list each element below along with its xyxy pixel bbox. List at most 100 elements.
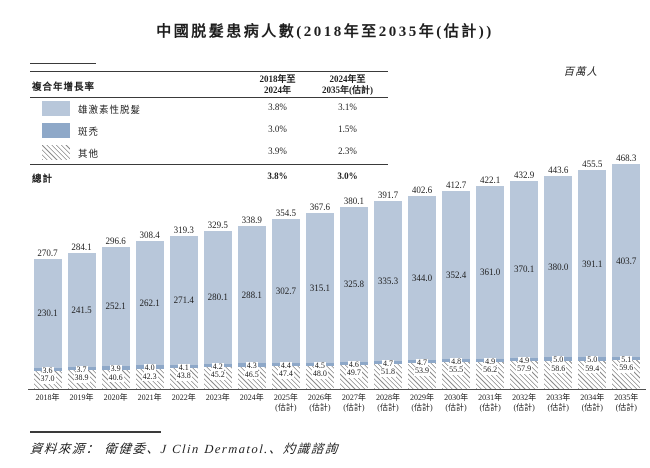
alopecia-value-label: 5.0: [552, 355, 565, 365]
bar-column-2020年: 296.6 252.1 40.6 3.9 2020年: [99, 235, 132, 402]
androgenetic-value-label: 262.1: [139, 298, 160, 309]
segment-androgenetic: 315.1: [305, 212, 334, 363]
legend-label: 雄激素性脱髮: [78, 106, 142, 116]
legend-row-androgenetic: 雄激素性脱髮 3.8% 3.1%: [30, 98, 388, 120]
x-axis-label: 2035年 (估計): [614, 393, 639, 412]
x-axis-label: 2026年 (估計): [307, 393, 332, 412]
bar-column-2027年(估計): 380.1 325.8 49.7 4.6 2027年 (估計): [337, 195, 370, 412]
other-value-label: 53.9: [414, 366, 431, 376]
segment-other: 42.3: [135, 368, 164, 389]
total-value-label: 270.7: [37, 248, 58, 259]
table-rule-total: [30, 164, 388, 165]
other-value-label: 51.8: [379, 367, 396, 377]
segment-other: 43.8: [169, 368, 198, 389]
other-value-label: 56.2: [482, 365, 499, 375]
total-value-label: 455.5: [582, 159, 603, 170]
segment-androgenetic: 288.1: [237, 226, 266, 364]
x-axis-label: 2020年: [103, 393, 128, 402]
cagr-value: 3.8%: [268, 102, 287, 112]
segment-other: 37.0: [33, 371, 62, 389]
stacked-bar: 352.4 55.5 4.8: [442, 190, 471, 389]
segment-other: 38.9: [67, 370, 96, 389]
segment-androgenetic: 241.5: [67, 252, 96, 367]
androgenetic-value-label: 370.1: [514, 264, 535, 275]
androgenetic-value-label: 241.5: [71, 304, 92, 315]
segment-other: 51.8: [373, 364, 402, 389]
androgenetic-value-label: 403.7: [616, 255, 637, 266]
alopecia-value-label: 4.0: [143, 363, 156, 373]
segment-androgenetic: 380.0: [544, 176, 573, 358]
unit-label: 百萬人: [563, 67, 598, 78]
androgenetic-value-label: 335.3: [377, 275, 399, 286]
alopecia-value-label: 4.9: [518, 355, 531, 366]
other-value-label: 59.6: [618, 363, 635, 373]
cagr-value: 2.3%: [338, 146, 357, 156]
segment-other: 57.9: [510, 361, 539, 389]
x-axis-label: 2023年: [205, 393, 230, 402]
androgenetic-value-label: 302.7: [275, 285, 296, 296]
alopecia-value-label: 5.1: [620, 354, 633, 365]
androgenetic-value-label: 230.1: [37, 308, 58, 319]
total-value-label: 380.1: [343, 195, 365, 206]
total-value-label: 308.4: [139, 230, 160, 241]
bar-column-2022年: 319.3 271.4 43.8 4.1 2022年: [167, 224, 200, 402]
segment-other: 55.5: [442, 362, 471, 389]
androgenetic-value-label: 352.4: [445, 269, 467, 280]
stacked-bar: 391.1 59.4 5.0: [578, 170, 607, 389]
legend-label: 斑禿: [78, 128, 100, 138]
segment-other: 58.6: [544, 360, 573, 389]
segment-other: 40.6: [101, 369, 130, 389]
total-cagr-value: 3.0%: [337, 171, 358, 181]
segment-other: 49.7: [339, 365, 368, 389]
androgenetic-value-label: 252.1: [105, 301, 126, 312]
alopecia-value-label: 4.2: [211, 361, 224, 372]
bar-column-2033年(估計): 443.6 380.0 58.6 5.0 2033年 (估計): [542, 165, 575, 412]
total-value-label: 468.3: [616, 153, 637, 164]
legend-row-other: 其他 3.9% 2.3%: [30, 142, 388, 164]
total-value-label: 391.7: [377, 189, 399, 200]
stacked-bar: 271.4 43.8 4.1: [169, 235, 198, 389]
segment-androgenetic: 370.1: [510, 181, 539, 358]
bar-column-2021年: 308.4 262.1 42.3 4.0 2021年: [133, 230, 166, 402]
cagr-header-label: 複合年增長率: [32, 83, 96, 93]
androgenetic-value-label: 288.1: [241, 289, 262, 300]
total-value-label: 319.3: [173, 224, 194, 235]
x-axis-label: 2032年 (估計): [512, 393, 537, 412]
segment-other: 53.9: [408, 363, 437, 389]
bar-column-2018年: 270.7 230.1 37.0 3.6 2018年: [31, 248, 64, 402]
other-value-label: 45.2: [209, 370, 226, 380]
alopecia-value-label: 4.3: [245, 361, 258, 371]
segment-androgenetic: 361.0: [476, 186, 505, 359]
segment-other: 47.4: [271, 366, 300, 389]
other-value-label: 43.8: [175, 371, 192, 381]
segment-androgenetic: 230.1: [33, 259, 62, 368]
other-value-label: 38.9: [73, 373, 90, 383]
stacked-bar: 344.0 53.9 4.7: [408, 195, 437, 389]
stacked-bar: 361.0 56.2 4.9: [476, 186, 505, 389]
bar-column-2026年(估計): 367.6 315.1 48.0 4.5 2026年 (估計): [303, 202, 336, 412]
x-axis-label: 2022年: [171, 393, 196, 402]
bar-column-2032年(估計): 432.9 370.1 57.9 4.9 2032年 (估計): [508, 170, 541, 412]
x-axis-label: 2027年 (估計): [341, 393, 366, 412]
top-left-rule: [30, 63, 96, 64]
x-axis-label: 2031年 (估計): [478, 393, 503, 412]
segment-androgenetic: 352.4: [442, 190, 471, 359]
alopecia-value-label: 4.1: [177, 362, 190, 372]
x-axis-label: 2034年 (估計): [580, 393, 605, 412]
segment-androgenetic: 325.8: [339, 206, 368, 362]
other-value-label: 49.7: [345, 368, 362, 378]
legend-swatch-alopecia-areata: [42, 123, 70, 138]
total-value-label: 296.6: [105, 235, 126, 246]
bar-column-2025年(估計): 354.5 302.7 47.4 4.4 2025年 (估計): [269, 207, 302, 412]
bar-column-2028年(估計): 391.7 335.3 51.8 4.7 2028年 (估計): [371, 189, 404, 412]
androgenetic-value-label: 280.1: [207, 292, 228, 303]
segment-androgenetic: 335.3: [373, 200, 402, 361]
x-axis-label: 2024年: [239, 393, 264, 402]
total-value-label: 354.5: [275, 207, 296, 218]
androgenetic-value-label: 315.1: [309, 282, 330, 293]
androgenetic-value-label: 391.1: [582, 258, 603, 269]
alopecia-value-label: 3.9: [109, 364, 122, 374]
other-value-label: 47.4: [277, 369, 294, 379]
total-value-label: 443.6: [548, 165, 569, 176]
